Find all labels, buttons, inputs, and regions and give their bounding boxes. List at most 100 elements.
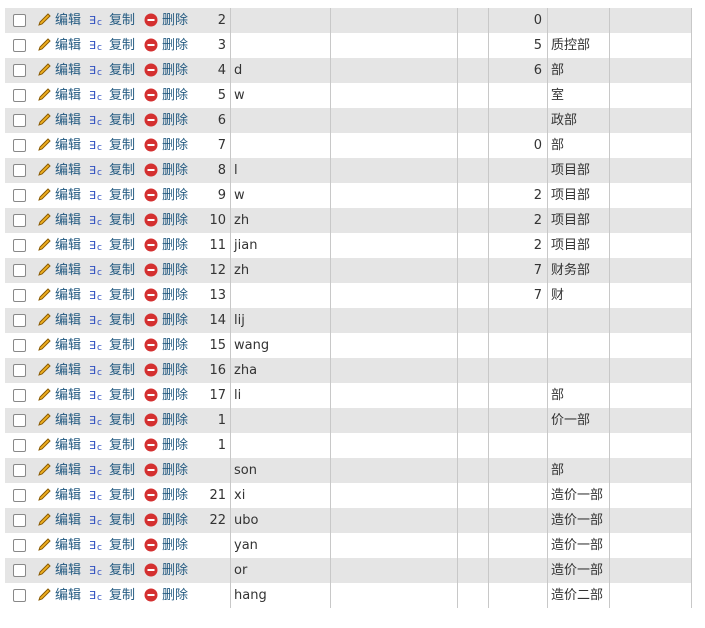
copy-link[interactable]: 复制 [109, 438, 136, 453]
edit-link[interactable]: 编辑 [55, 313, 82, 328]
copy-link[interactable]: 复制 [109, 513, 136, 528]
edit-link[interactable]: 编辑 [55, 388, 82, 403]
edit-link[interactable]: 编辑 [55, 563, 82, 578]
edit-link[interactable]: 编辑 [55, 138, 82, 153]
copy-link[interactable]: 复制 [109, 238, 136, 253]
checkbox[interactable] [13, 214, 26, 227]
checkbox[interactable] [13, 489, 26, 502]
edit-link[interactable]: 编辑 [55, 488, 82, 503]
copy-icon: ∃ c [89, 262, 105, 278]
checkbox[interactable] [13, 439, 26, 452]
edit-link[interactable]: 编辑 [55, 588, 82, 603]
edit-link[interactable]: 编辑 [55, 88, 82, 103]
copy-link[interactable]: 复制 [109, 463, 136, 478]
copy-link[interactable]: 复制 [109, 13, 136, 28]
copy-link[interactable]: 复制 [109, 63, 136, 78]
delete-link[interactable]: 删除 [162, 438, 189, 453]
delete-link[interactable]: 删除 [162, 488, 189, 503]
copy-link[interactable]: 复制 [109, 563, 136, 578]
copy-link[interactable]: 复制 [109, 113, 136, 128]
copy-link[interactable]: 复制 [109, 88, 136, 103]
checkbox[interactable] [13, 89, 26, 102]
edit-link[interactable]: 编辑 [55, 13, 82, 28]
svg-text:∃: ∃ [89, 514, 96, 527]
edit-link[interactable]: 编辑 [55, 63, 82, 78]
checkbox[interactable] [13, 14, 26, 27]
delete-link[interactable]: 删除 [162, 463, 189, 478]
copy-link[interactable]: 复制 [109, 163, 136, 178]
checkbox[interactable] [13, 39, 26, 52]
copy-link[interactable]: 复制 [109, 138, 136, 153]
delete-link[interactable]: 删除 [162, 113, 189, 128]
delete-link[interactable]: 删除 [162, 138, 189, 153]
delete-link[interactable]: 删除 [162, 13, 189, 28]
copy-link[interactable]: 复制 [109, 388, 136, 403]
delete-link[interactable]: 删除 [162, 413, 189, 428]
delete-link[interactable]: 删除 [162, 588, 189, 603]
delete-link[interactable]: 删除 [162, 38, 189, 53]
delete-link[interactable]: 删除 [162, 263, 189, 278]
delete-link[interactable]: 删除 [162, 388, 189, 403]
checkbox[interactable] [13, 164, 26, 177]
delete-link[interactable]: 删除 [162, 213, 189, 228]
edit-link[interactable]: 编辑 [55, 463, 82, 478]
checkbox[interactable] [13, 364, 26, 377]
checkbox[interactable] [13, 414, 26, 427]
delete-link[interactable]: 删除 [162, 288, 189, 303]
delete-link[interactable]: 删除 [162, 163, 189, 178]
edit-link[interactable]: 编辑 [55, 263, 82, 278]
delete-link[interactable]: 删除 [162, 538, 189, 553]
checkbox[interactable] [13, 464, 26, 477]
checkbox[interactable] [13, 114, 26, 127]
checkbox[interactable] [13, 64, 26, 77]
edit-link[interactable]: 编辑 [55, 238, 82, 253]
edit-link[interactable]: 编辑 [55, 363, 82, 378]
edit-link[interactable]: 编辑 [55, 113, 82, 128]
edit-link[interactable]: 编辑 [55, 288, 82, 303]
edit-link[interactable]: 编辑 [55, 213, 82, 228]
copy-link[interactable]: 复制 [109, 413, 136, 428]
checkbox[interactable] [13, 264, 26, 277]
copy-link[interactable]: 复制 [109, 313, 136, 328]
copy-link[interactable]: 复制 [109, 488, 136, 503]
checkbox[interactable] [13, 139, 26, 152]
copy-link[interactable]: 复制 [109, 38, 136, 53]
edit-link[interactable]: 编辑 [55, 163, 82, 178]
edit-link[interactable]: 编辑 [55, 188, 82, 203]
edit-link[interactable]: 编辑 [55, 38, 82, 53]
checkbox[interactable] [13, 564, 26, 577]
edit-link[interactable]: 编辑 [55, 438, 82, 453]
copy-link[interactable]: 复制 [109, 263, 136, 278]
copy-link[interactable]: 复制 [109, 213, 136, 228]
copy-link[interactable]: 复制 [109, 588, 136, 603]
edit-link[interactable]: 编辑 [55, 513, 82, 528]
copy-link[interactable]: 复制 [109, 288, 136, 303]
checkbox[interactable] [13, 189, 26, 202]
delete-link[interactable]: 删除 [162, 513, 189, 528]
checkbox[interactable] [13, 589, 26, 602]
delete-link[interactable]: 删除 [162, 188, 189, 203]
delete-link[interactable]: 删除 [162, 238, 189, 253]
delete-link[interactable]: 删除 [162, 338, 189, 353]
edit-link[interactable]: 编辑 [55, 338, 82, 353]
delete-link[interactable]: 删除 [162, 363, 189, 378]
copy-link[interactable]: 复制 [109, 538, 136, 553]
checkbox[interactable] [13, 289, 26, 302]
delete-link[interactable]: 删除 [162, 563, 189, 578]
checkbox[interactable] [13, 514, 26, 527]
checkbox[interactable] [13, 339, 26, 352]
delete-link[interactable]: 删除 [162, 63, 189, 78]
checkbox[interactable] [13, 314, 26, 327]
edit-link[interactable]: 编辑 [55, 413, 82, 428]
delete-link[interactable]: 删除 [162, 313, 189, 328]
copy-link[interactable]: 复制 [109, 188, 136, 203]
copy-link[interactable]: 复制 [109, 338, 136, 353]
copy-link[interactable]: 复制 [109, 363, 136, 378]
checkbox[interactable] [13, 239, 26, 252]
edit-icon-svg [38, 388, 51, 401]
delete-icon [143, 562, 159, 578]
delete-link[interactable]: 删除 [162, 88, 189, 103]
checkbox[interactable] [13, 389, 26, 402]
edit-link[interactable]: 编辑 [55, 538, 82, 553]
checkbox[interactable] [13, 539, 26, 552]
